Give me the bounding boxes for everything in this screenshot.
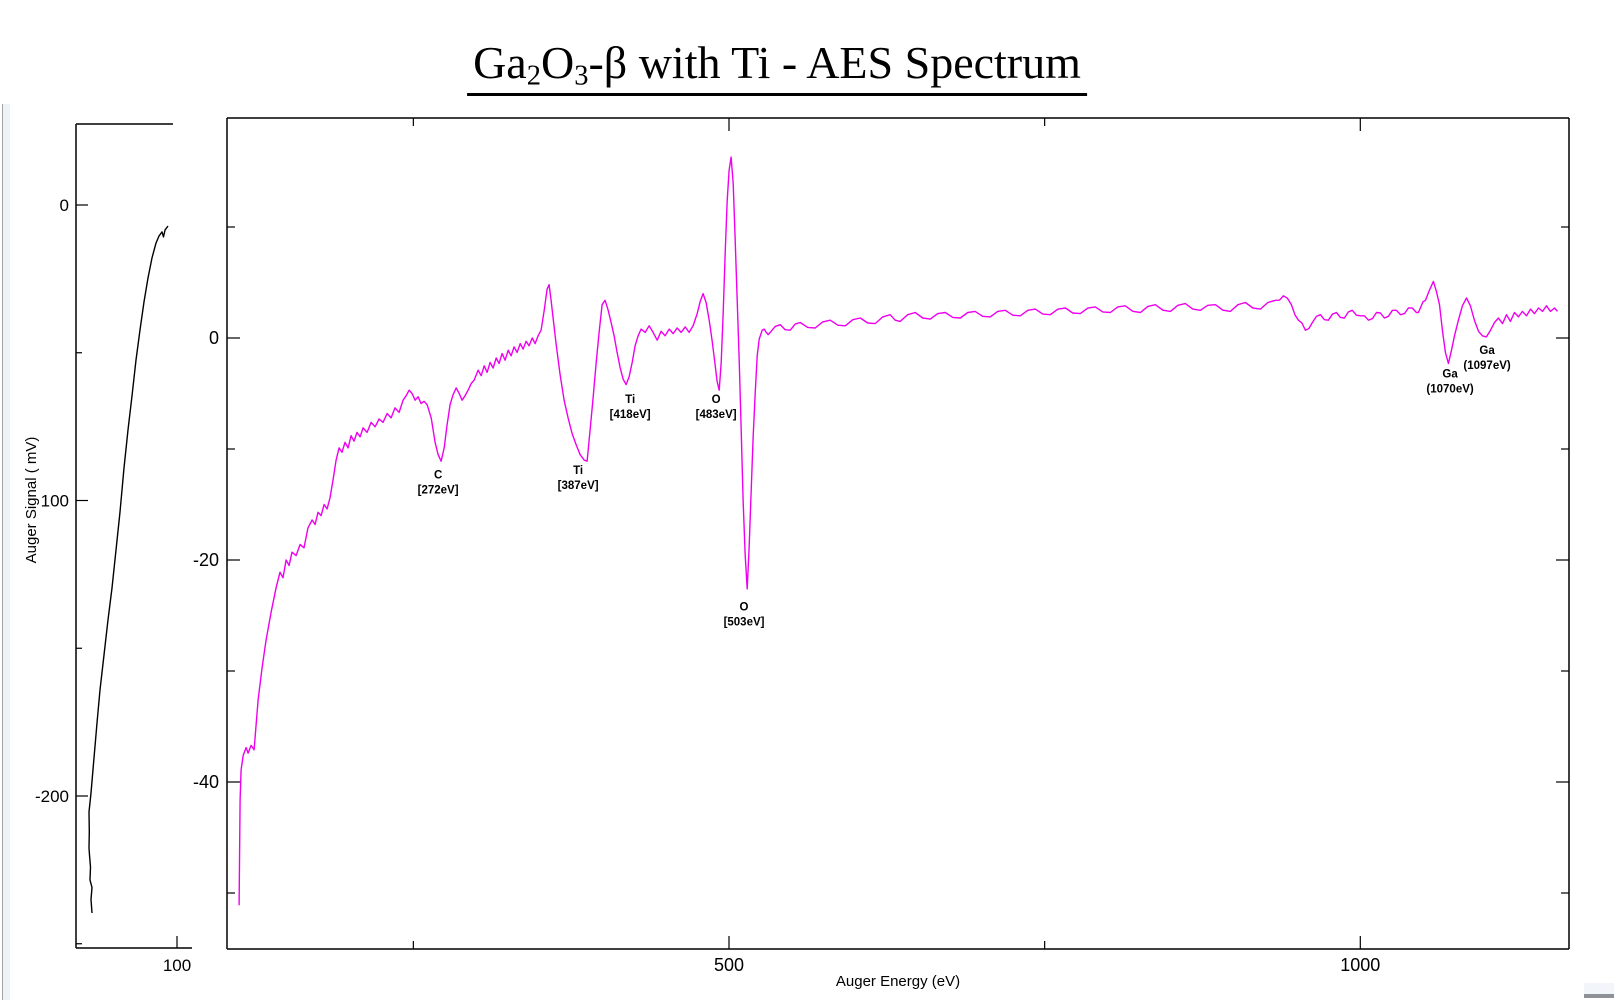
peak-energy-label: [387eV] (558, 480, 599, 492)
peak-element-label: O (740, 602, 749, 614)
title-text: -β with Ti - AES Spectrum (588, 37, 1081, 88)
inset-curve (88, 225, 169, 914)
peak-element-label: Ti (573, 465, 583, 477)
peak-element-label: Ti (625, 394, 635, 406)
inset-x-tick-label: 100 (163, 956, 191, 975)
inset-y-tick-label: -200 (35, 787, 69, 806)
window-edge-line (2, 104, 3, 1000)
main-x-tick-label: 500 (714, 955, 744, 975)
peak-element-label: C (434, 470, 442, 482)
peak-element-label: O (712, 394, 721, 406)
peak-energy-label: (1070eV) (1426, 384, 1473, 396)
title-text: Ga (473, 37, 527, 88)
peak-energy-label: [418eV] (610, 409, 651, 421)
title-text: O (540, 37, 575, 88)
inset-y-tick-label: 100 (41, 492, 69, 511)
corner-fragment-bar (1584, 994, 1614, 998)
main-spectrum-curve (238, 156, 1559, 906)
peak-energy-label: [503eV] (724, 617, 765, 629)
main-y-tick-label: 0 (209, 328, 219, 348)
peak-energy-label: (1097eV) (1463, 360, 1510, 372)
peak-energy-label: [483eV] (696, 409, 737, 421)
peak-element-label: Ga (1479, 345, 1495, 357)
inset-y-tick-label: 0 (60, 196, 69, 215)
corner-window-fragment (1584, 983, 1614, 1000)
x-axis-title: Auger Energy (eV) (836, 973, 960, 990)
window-edge-band (3, 104, 10, 1000)
title-subscript: 3 (574, 60, 589, 92)
main-x-tick-label: 1000 (1340, 955, 1380, 975)
peak-element-label: Ga (1442, 369, 1458, 381)
corner-fragment-light (1584, 983, 1614, 994)
peak-energy-label: [272eV] (418, 485, 459, 497)
main-y-tick-label: -20 (193, 550, 219, 570)
title-subscript: 2 (526, 60, 541, 92)
main-y-tick-label: -40 (193, 772, 219, 792)
window-edge-strip (0, 104, 12, 1000)
y-axis-title: Auger Signal ( mV) (23, 437, 40, 564)
chart-title: Ga2O3-β with Ti - AES Spectrum (467, 37, 1087, 96)
